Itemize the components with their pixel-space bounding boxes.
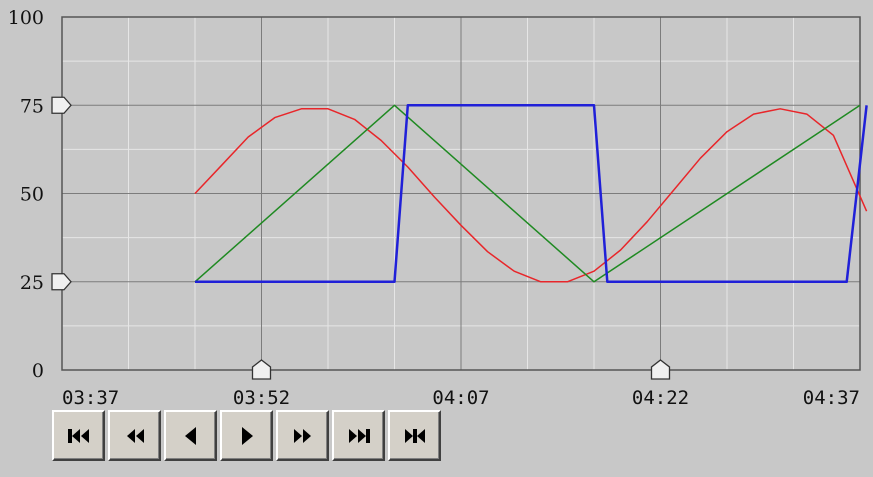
last-button[interactable] (332, 410, 385, 461)
fast-back-button[interactable] (108, 410, 161, 461)
zoom-fit-button[interactable] (388, 410, 441, 461)
y-tick-label: 50 (20, 184, 44, 206)
y-tick-label: 75 (20, 95, 44, 117)
x-tick-label: 04:22 (632, 387, 689, 405)
y-tick-label: 0 (32, 360, 44, 382)
x-tick-label: 04:07 (432, 387, 489, 405)
y-tick-label: 25 (20, 272, 44, 294)
y-axis-ticks: 100 75 50 25 0 (8, 7, 44, 382)
playback-toolbar (52, 410, 441, 461)
trend-chart: 100 75 50 25 0 03:37 03:52 04:07 04:22 04:37 (0, 0, 873, 405)
y-tick-label: 100 (8, 7, 44, 29)
skip-to-end-icon (346, 427, 372, 445)
fast-forward-icon (292, 427, 314, 445)
first-button[interactable] (52, 410, 105, 461)
fast-forward-button[interactable] (276, 410, 329, 461)
fast-rewind-icon (124, 427, 146, 445)
x-tick-label: 04:37 (803, 387, 860, 405)
skip-to-start-icon (66, 427, 92, 445)
x-axis-ticks: 03:37 03:52 04:07 04:22 04:37 (62, 387, 860, 405)
step-back-icon (180, 426, 202, 446)
chart-grid (62, 17, 860, 370)
fit-range-icon (403, 427, 427, 445)
x-tick-label: 03:52 (233, 387, 290, 405)
play-icon (236, 426, 258, 446)
x-tick-label: 03:37 (62, 387, 119, 405)
back-button[interactable] (164, 410, 217, 461)
play-button[interactable] (220, 410, 273, 461)
